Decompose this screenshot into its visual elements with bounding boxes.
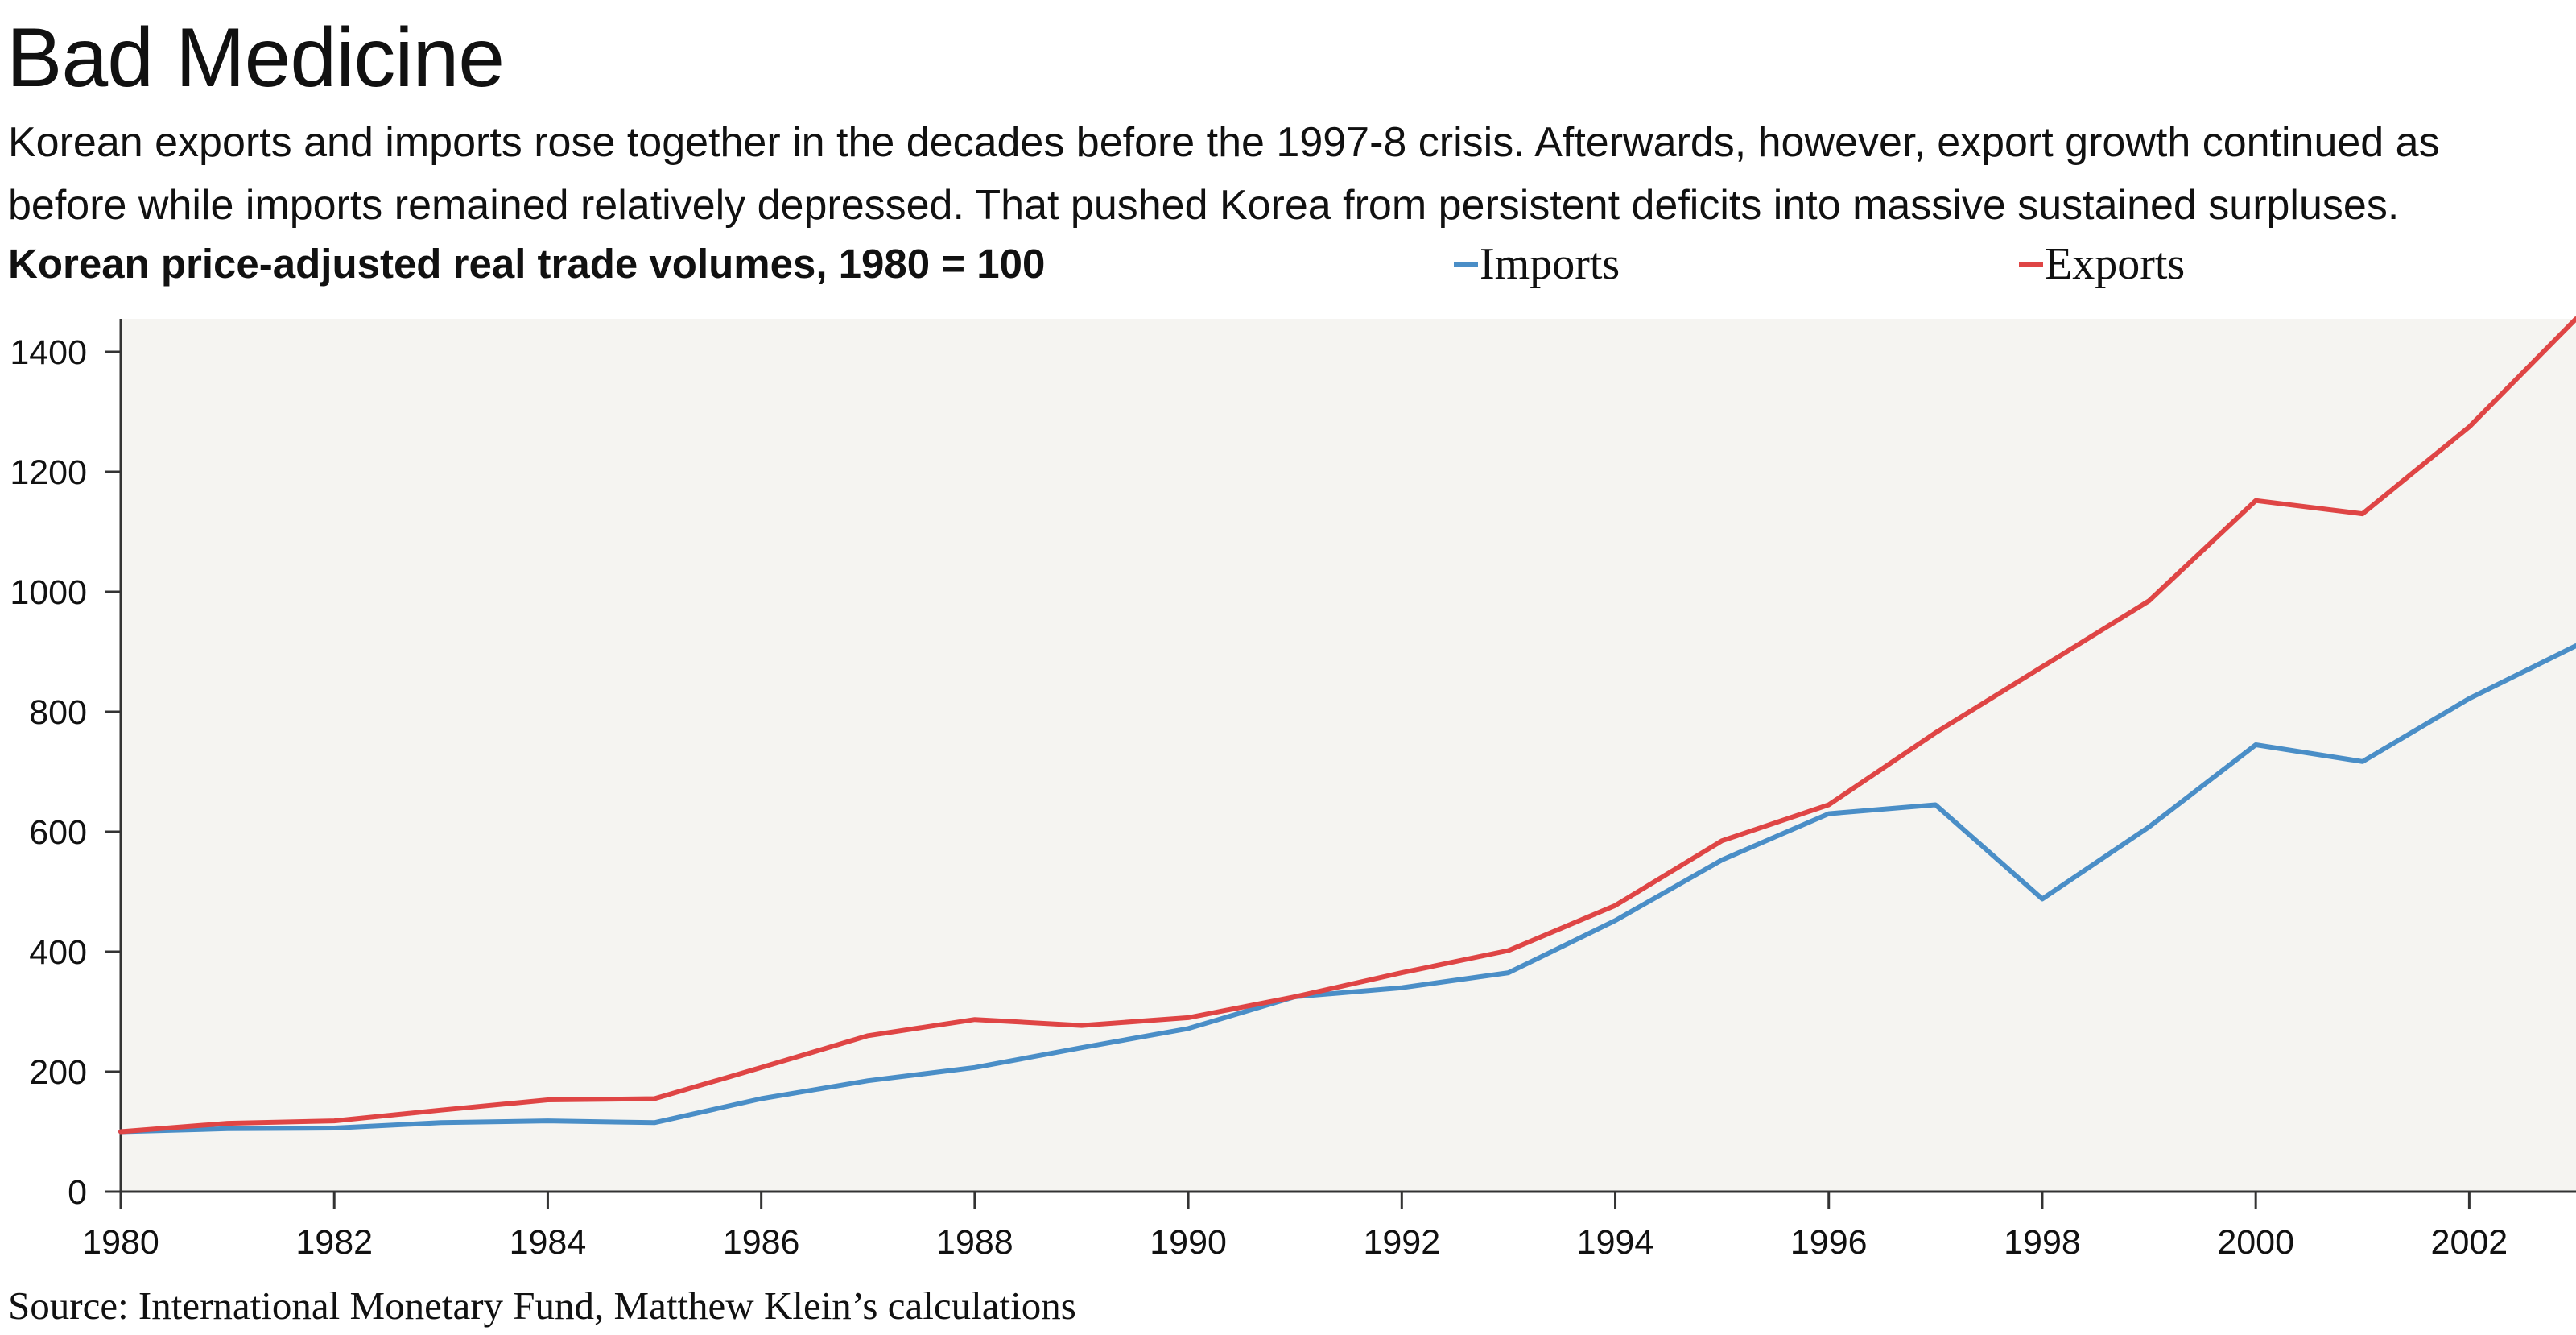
- legend-swatch-exports: [2019, 262, 2043, 267]
- plot-area: [121, 319, 2576, 1192]
- x-tick-label: 1998: [2004, 1223, 2081, 1262]
- y-tick-label: 1000: [10, 573, 87, 612]
- x-tick-label: 1980: [82, 1223, 159, 1262]
- y-tick-label: 200: [29, 1053, 87, 1092]
- legend-label-imports: Imports: [1480, 239, 1620, 289]
- chart-title: Bad Medicine: [6, 11, 505, 105]
- legend-item-exports: Exports: [2019, 238, 2185, 290]
- y-tick-label: 400: [29, 933, 87, 972]
- source-note: Source: International Monetary Fund, Mat…: [8, 1283, 1076, 1328]
- x-tick-label: 1982: [295, 1223, 373, 1262]
- x-tick-label: 1984: [510, 1223, 587, 1262]
- x-tick-label: 1990: [1150, 1223, 1227, 1262]
- y-tick-label: 1400: [10, 333, 87, 372]
- series-line-exports: [118, 316, 2576, 1135]
- legend-item-imports: Imports: [1454, 238, 1620, 290]
- y-tick-label: 600: [29, 813, 87, 852]
- chart-subtitle: Korean exports and imports rose together…: [8, 119, 2440, 229]
- x-tick-label: 2000: [2217, 1223, 2294, 1262]
- y-tick-label: 800: [29, 693, 87, 732]
- legend-swatch-imports: [1454, 262, 1478, 267]
- y-tick-label: 1200: [10, 453, 87, 492]
- series-line-imports: [118, 643, 2576, 1135]
- legend-label-exports: Exports: [2045, 239, 2186, 289]
- x-tick-label: 1988: [936, 1223, 1013, 1262]
- x-tick-label: 2002: [2431, 1223, 2508, 1262]
- y-tick-label: 0: [68, 1173, 87, 1212]
- x-tick-label: 1994: [1577, 1223, 1654, 1262]
- x-tick-label: 1986: [723, 1223, 800, 1262]
- x-tick-label: 1992: [1363, 1223, 1440, 1262]
- chart-heading: Korean price-adjusted real trade volumes…: [8, 241, 1046, 287]
- x-tick-label: 1996: [1790, 1223, 1868, 1262]
